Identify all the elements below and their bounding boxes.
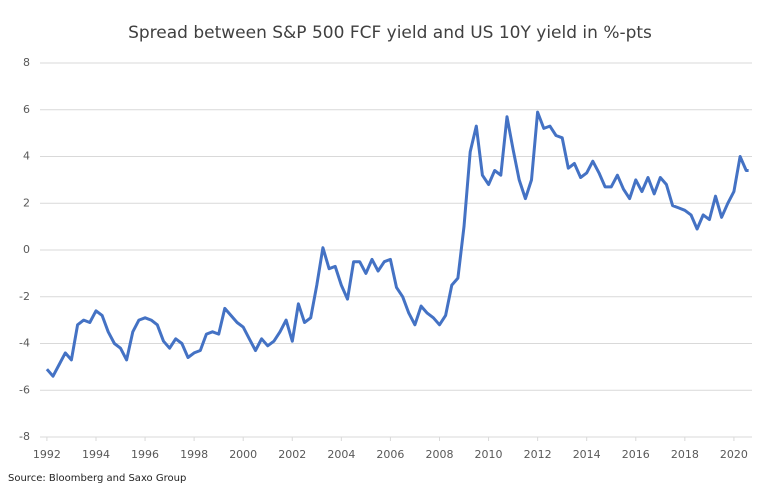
x-tick-label: 2014 — [573, 448, 601, 461]
x-tick-label: 1994 — [82, 448, 110, 461]
x-tick-label: 2004 — [327, 448, 355, 461]
y-tick-label: 4 — [23, 150, 30, 163]
chart-title: Spread between S&P 500 FCF yield and US … — [128, 23, 652, 43]
y-tick-label: 0 — [23, 243, 30, 256]
x-tick-label: 2010 — [475, 448, 503, 461]
x-tick-label: 1998 — [180, 448, 208, 461]
y-tick-label: 8 — [23, 56, 30, 69]
x-tick-label: 1996 — [131, 448, 159, 461]
y-tick-label: 2 — [23, 196, 30, 209]
x-tick-label: 2016 — [622, 448, 650, 461]
x-tick-label: 2006 — [376, 448, 404, 461]
x-tick-label: 2020 — [720, 448, 748, 461]
x-tick-label: 2008 — [425, 448, 453, 461]
x-tick-label: 2002 — [278, 448, 306, 461]
x-tick-label: 1992 — [33, 448, 61, 461]
source-note: Source: Bloomberg and Saxo Group — [8, 473, 186, 484]
data-line — [45, 110, 749, 378]
y-tick-label: 6 — [23, 103, 30, 116]
y-tick-label: -8 — [19, 430, 30, 443]
y-tick-label: -2 — [19, 290, 30, 303]
x-tick-label: 2012 — [524, 448, 552, 461]
x-tick-label: 2000 — [229, 448, 257, 461]
x-tick-label: 2018 — [671, 448, 699, 461]
y-tick-label: -6 — [19, 383, 30, 396]
y-tick-label: -4 — [19, 337, 30, 350]
